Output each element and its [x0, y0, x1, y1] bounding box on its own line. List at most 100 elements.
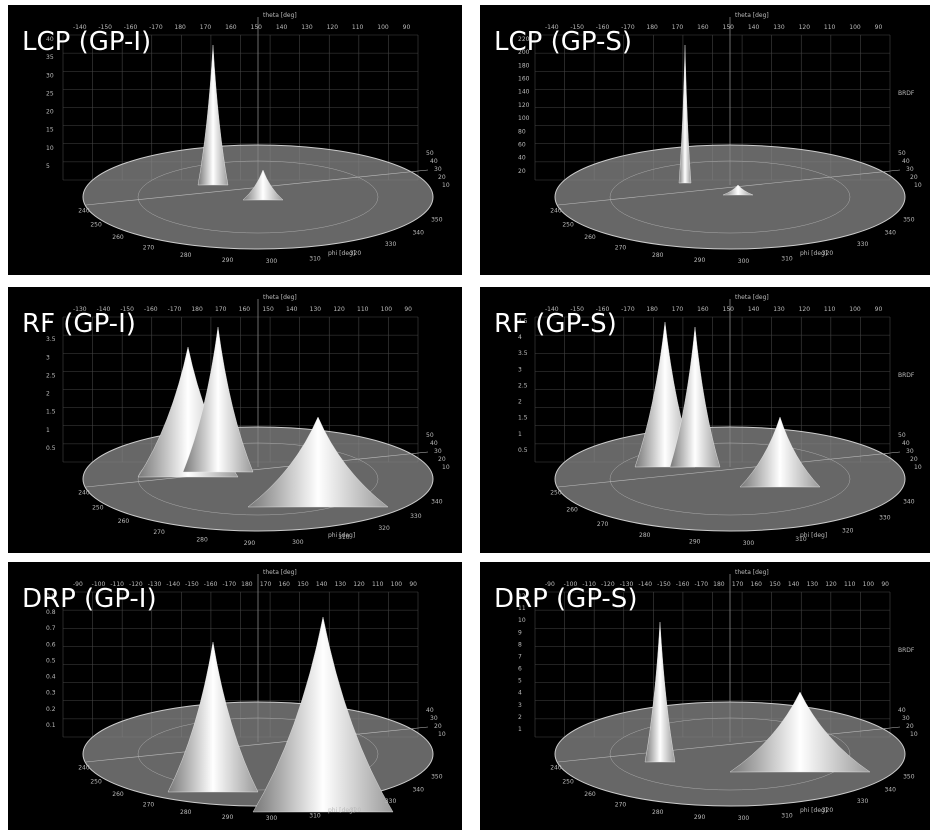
phi-axis-label: phi [deg] [800, 807, 827, 814]
height-tick-label: 15 [46, 127, 54, 134]
theta-tick-label: 110 [357, 306, 369, 313]
plot-panel: -140-150-160-170180170160150140130120110… [480, 287, 930, 553]
phi-tick-label: 350 [903, 217, 915, 224]
phi-tick-label: 290 [689, 538, 701, 545]
height-tick-label: 0.5 [46, 445, 56, 452]
height-tick-label: 2 [46, 391, 50, 398]
theta-tick-label: 140 [788, 581, 800, 588]
phi-tick-label: 240 [550, 207, 562, 214]
theta-tick-label: 120 [825, 581, 837, 588]
radial-tick-label: 20 [910, 174, 918, 181]
phi-tick-label: 240 [78, 207, 90, 214]
phi-tick-label: 310 [309, 256, 321, 263]
theta-axis-label: theta [deg] [735, 569, 769, 576]
disc [555, 702, 905, 806]
phi-tick-label: 270 [597, 521, 609, 528]
height-tick-label: 0.6 [46, 641, 56, 648]
phi-tick-label: 260 [584, 234, 596, 241]
theta-tick-label: 180 [646, 306, 658, 313]
theta-tick-label: 170 [260, 581, 272, 588]
plot: -140-150-160-170180170160150140130120110… [480, 5, 930, 275]
title: RF (GP-I) [22, 309, 136, 339]
radial-tick-label: 10 [914, 464, 922, 471]
radial-tick-label: 20 [910, 456, 918, 463]
height-tick-label: 10 [518, 617, 526, 624]
phi-tick-label: 270 [615, 801, 627, 808]
theta-tick-label: 140 [276, 24, 288, 31]
height-tick-label: 1 [46, 427, 50, 434]
height-tick-label: 120 [518, 102, 530, 109]
theta-tick-label: 140 [748, 306, 760, 313]
phi-tick-label: 340 [431, 499, 443, 506]
height-tick-label: 30 [46, 72, 54, 79]
height-tick-label: 1 [518, 431, 522, 438]
height-tick-label: 2.5 [46, 372, 56, 379]
theta-axis-label: theta [deg] [735, 12, 769, 19]
phi-tick-label: 260 [112, 234, 124, 241]
theta-tick-label: 160 [697, 306, 709, 313]
phi-tick-label: 280 [652, 252, 664, 259]
height-tick-label: 40 [518, 155, 526, 162]
height-tick-label: 80 [518, 128, 526, 135]
theta-tick-label: 180 [713, 581, 725, 588]
title: RF (GP-S) [494, 309, 617, 339]
phi-axis-label: phi [deg] [800, 250, 827, 257]
phi-tick-label: 250 [562, 221, 574, 228]
radial-tick-label: 20 [438, 456, 446, 463]
height-tick-label: 0.7 [46, 625, 56, 632]
theta-tick-label: 160 [279, 581, 291, 588]
title: DRP (GP-I) [22, 584, 157, 614]
theta-tick-label: 100 [381, 306, 393, 313]
radial-tick-label: 20 [438, 174, 446, 181]
radial-tick-label: 50 [426, 150, 434, 157]
height-tick-label: 0.5 [46, 657, 56, 664]
theta-tick-label: 130 [301, 24, 313, 31]
theta-axis-label: theta [deg] [735, 294, 769, 301]
height-tick-label: 6 [518, 666, 522, 673]
theta-tick-label: -170 [222, 581, 236, 588]
phi-tick-label: 290 [222, 814, 234, 821]
theta-tick-label: 160 [697, 24, 709, 31]
theta-tick-label: 120 [799, 24, 811, 31]
theta-tick-label: 160 [239, 306, 251, 313]
theta-axis-label: theta [deg] [263, 12, 297, 19]
phi-tick-label: 350 [431, 217, 443, 224]
phi-tick-label: 340 [412, 230, 424, 237]
theta-tick-label: -170 [621, 306, 635, 313]
theta-tick-label: 170 [732, 581, 744, 588]
phi-tick-label: 350 [431, 774, 443, 781]
radial-tick-label: 40 [430, 440, 438, 447]
height-tick-label: 2 [518, 714, 522, 721]
phi-tick-label: 250 [562, 778, 574, 785]
plot: -130-140-150-160-17018017016015014013012… [8, 287, 462, 553]
theta-tick-label: -140 [638, 581, 652, 588]
theta-tick-label: 160 [225, 24, 237, 31]
phi-tick-label: 310 [781, 256, 793, 263]
phi-tick-label: 320 [378, 525, 390, 532]
theta-tick-label: 110 [844, 581, 856, 588]
phi-tick-label: 350 [903, 774, 915, 781]
theta-tick-label: 130 [335, 581, 347, 588]
phi-tick-label: 280 [180, 809, 192, 816]
theta-tick-label: 130 [773, 24, 785, 31]
phi-tick-label: 300 [266, 815, 278, 822]
theta-tick-label: 130 [310, 306, 322, 313]
theta-tick-label: 180 [241, 581, 253, 588]
phi-tick-label: 300 [738, 815, 750, 822]
radial-tick-label: 30 [906, 166, 914, 173]
radial-tick-label: 20 [906, 723, 914, 730]
phi-tick-label: 300 [738, 258, 750, 265]
phi-tick-label: 340 [903, 499, 915, 506]
theta-tick-label: 90 [403, 24, 411, 31]
brdf-axis-label: BRDF [898, 90, 915, 97]
theta-tick-label: 140 [286, 306, 298, 313]
title: LCP (GP-I) [22, 27, 151, 57]
theta-tick-label: 140 [748, 24, 760, 31]
plot: -90-100-110-120-130-140-150-160-17018017… [480, 562, 930, 830]
radial-tick-label: 40 [898, 707, 906, 714]
phi-tick-label: 300 [743, 540, 755, 547]
theta-tick-label: 110 [824, 306, 836, 313]
radial-tick-label: 20 [434, 723, 442, 730]
phi-tick-label: 290 [222, 257, 234, 264]
